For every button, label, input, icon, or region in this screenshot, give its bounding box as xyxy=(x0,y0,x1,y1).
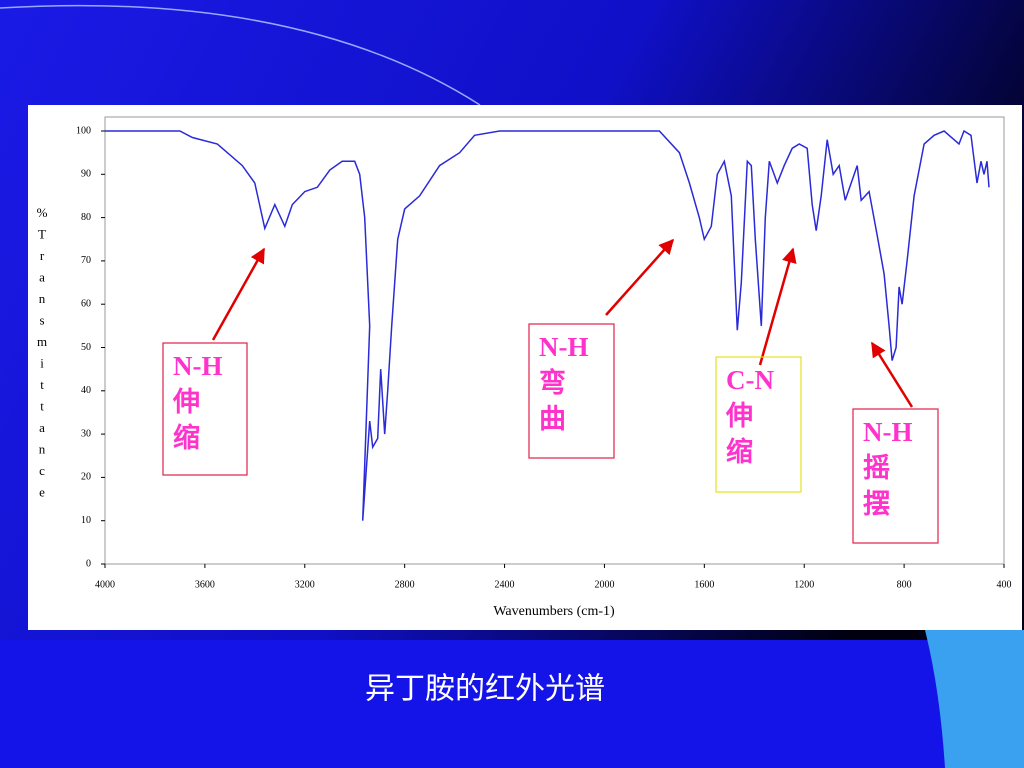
arrow xyxy=(211,247,266,341)
x-tick-label: 4000 xyxy=(95,579,115,590)
x-axis-label: Wavenumbers (cm-1) xyxy=(493,604,615,619)
annotation-text: 曲 xyxy=(539,404,566,434)
y-tick-label: 10 xyxy=(81,515,91,526)
y-tick-label: 20 xyxy=(81,472,91,483)
annotation-text: C-N xyxy=(726,365,774,395)
annotation-box xyxy=(528,323,615,459)
background-lower xyxy=(0,640,1024,768)
x-tick-label: 2800 xyxy=(395,579,415,590)
x-tick-label: 1200 xyxy=(794,579,814,590)
spectrum-line xyxy=(105,129,990,521)
y-tick-label: 80 xyxy=(81,212,91,223)
annotation-text: N-H xyxy=(173,351,223,381)
annotation-text: 伸 xyxy=(725,401,753,431)
arrow xyxy=(870,341,914,408)
plot-frame xyxy=(104,116,1005,565)
y-tick-label: 70 xyxy=(81,255,91,266)
decor-shape xyxy=(925,630,1024,768)
arrow xyxy=(605,238,674,316)
annotation-text: N-H xyxy=(539,332,589,362)
x-tick-label: 1600 xyxy=(694,579,714,590)
annotation-text: 缩 xyxy=(726,436,753,467)
x-tick-label: 800 xyxy=(897,579,912,590)
annotation-text: 伸 xyxy=(172,387,200,417)
annotation-box xyxy=(162,342,248,476)
decor-curve xyxy=(0,4,481,106)
x-tick-label: 2000 xyxy=(594,579,614,590)
annotation-text: N-H xyxy=(863,417,913,447)
annotation-text: 摇 xyxy=(863,453,890,483)
y-axis-label: %Transmittance xyxy=(35,205,50,506)
annotation-text: 弯 xyxy=(539,367,566,398)
arrow xyxy=(758,247,797,366)
x-tick-label: 3200 xyxy=(295,579,315,590)
y-tick-label: 0 xyxy=(86,558,91,569)
x-tick-label: 3600 xyxy=(195,579,215,590)
annotation-text: 摆 xyxy=(863,489,890,519)
y-tick-label: 50 xyxy=(81,342,91,353)
annotation-text: 缩 xyxy=(173,422,200,453)
x-tick-label: 400 xyxy=(997,579,1012,590)
y-tick-label: 90 xyxy=(81,169,91,180)
y-tick-label: 40 xyxy=(81,385,91,396)
annotation-box xyxy=(852,408,939,544)
annotation-box xyxy=(715,356,802,493)
x-tick-label: 2400 xyxy=(495,579,515,590)
caption: 异丁胺的红外光谱 xyxy=(365,672,605,707)
y-tick-label: 60 xyxy=(81,298,91,309)
y-tick-label: 30 xyxy=(81,428,91,439)
y-tick-label: 100 xyxy=(76,125,91,136)
